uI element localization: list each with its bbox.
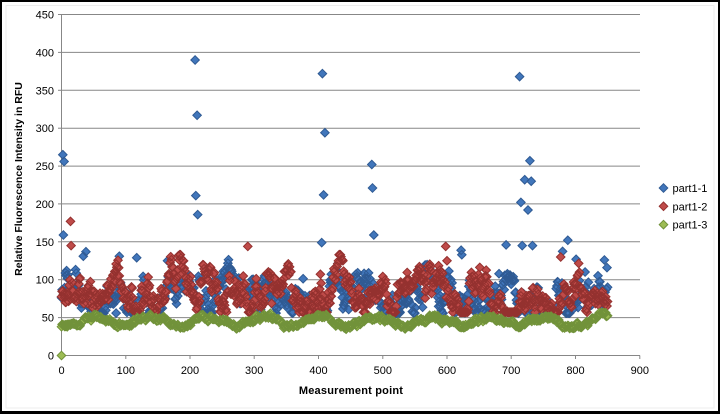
svg-text:Relative Fluorescence Intensit: Relative Fluorescence Intensity in RFU xyxy=(13,82,25,276)
svg-text:300: 300 xyxy=(36,123,54,135)
svg-text:700: 700 xyxy=(502,365,520,377)
svg-text:400: 400 xyxy=(36,47,54,59)
svg-text:900: 900 xyxy=(631,365,649,377)
svg-text:100: 100 xyxy=(36,275,54,287)
svg-text:500: 500 xyxy=(374,365,392,377)
svg-text:0: 0 xyxy=(48,351,54,363)
svg-text:450: 450 xyxy=(36,10,54,22)
svg-text:100: 100 xyxy=(117,365,135,377)
svg-text:0: 0 xyxy=(58,365,64,377)
svg-text:800: 800 xyxy=(566,365,584,377)
svg-text:200: 200 xyxy=(36,199,54,211)
svg-text:600: 600 xyxy=(438,365,456,377)
svg-text:400: 400 xyxy=(309,365,327,377)
svg-text:300: 300 xyxy=(245,365,263,377)
svg-text:350: 350 xyxy=(36,85,54,97)
svg-text:part1-2: part1-2 xyxy=(673,201,708,213)
svg-text:250: 250 xyxy=(36,161,54,173)
svg-text:part1-1: part1-1 xyxy=(673,183,708,195)
svg-text:200: 200 xyxy=(181,365,199,377)
svg-text:150: 150 xyxy=(36,237,54,249)
svg-text:Measurement point: Measurement point xyxy=(299,385,403,397)
svg-text:part1-3: part1-3 xyxy=(673,220,708,232)
svg-text:50: 50 xyxy=(42,313,54,325)
